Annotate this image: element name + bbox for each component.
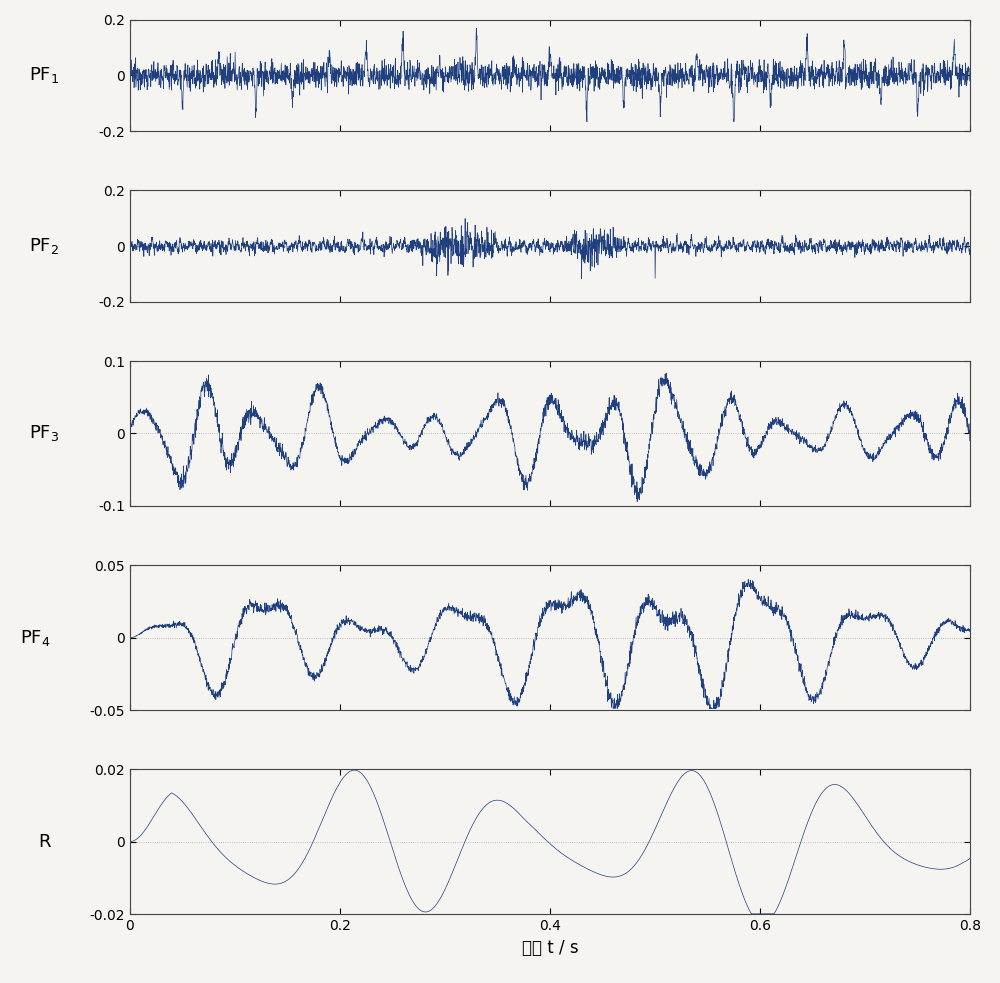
- X-axis label: 时间 t / s: 时间 t / s: [522, 939, 578, 956]
- Y-axis label: PF$_3$: PF$_3$: [29, 424, 59, 443]
- Y-axis label: R: R: [38, 833, 51, 850]
- Y-axis label: PF$_1$: PF$_1$: [29, 66, 60, 86]
- Y-axis label: PF$_4$: PF$_4$: [20, 627, 51, 648]
- Y-axis label: PF$_2$: PF$_2$: [29, 236, 60, 257]
